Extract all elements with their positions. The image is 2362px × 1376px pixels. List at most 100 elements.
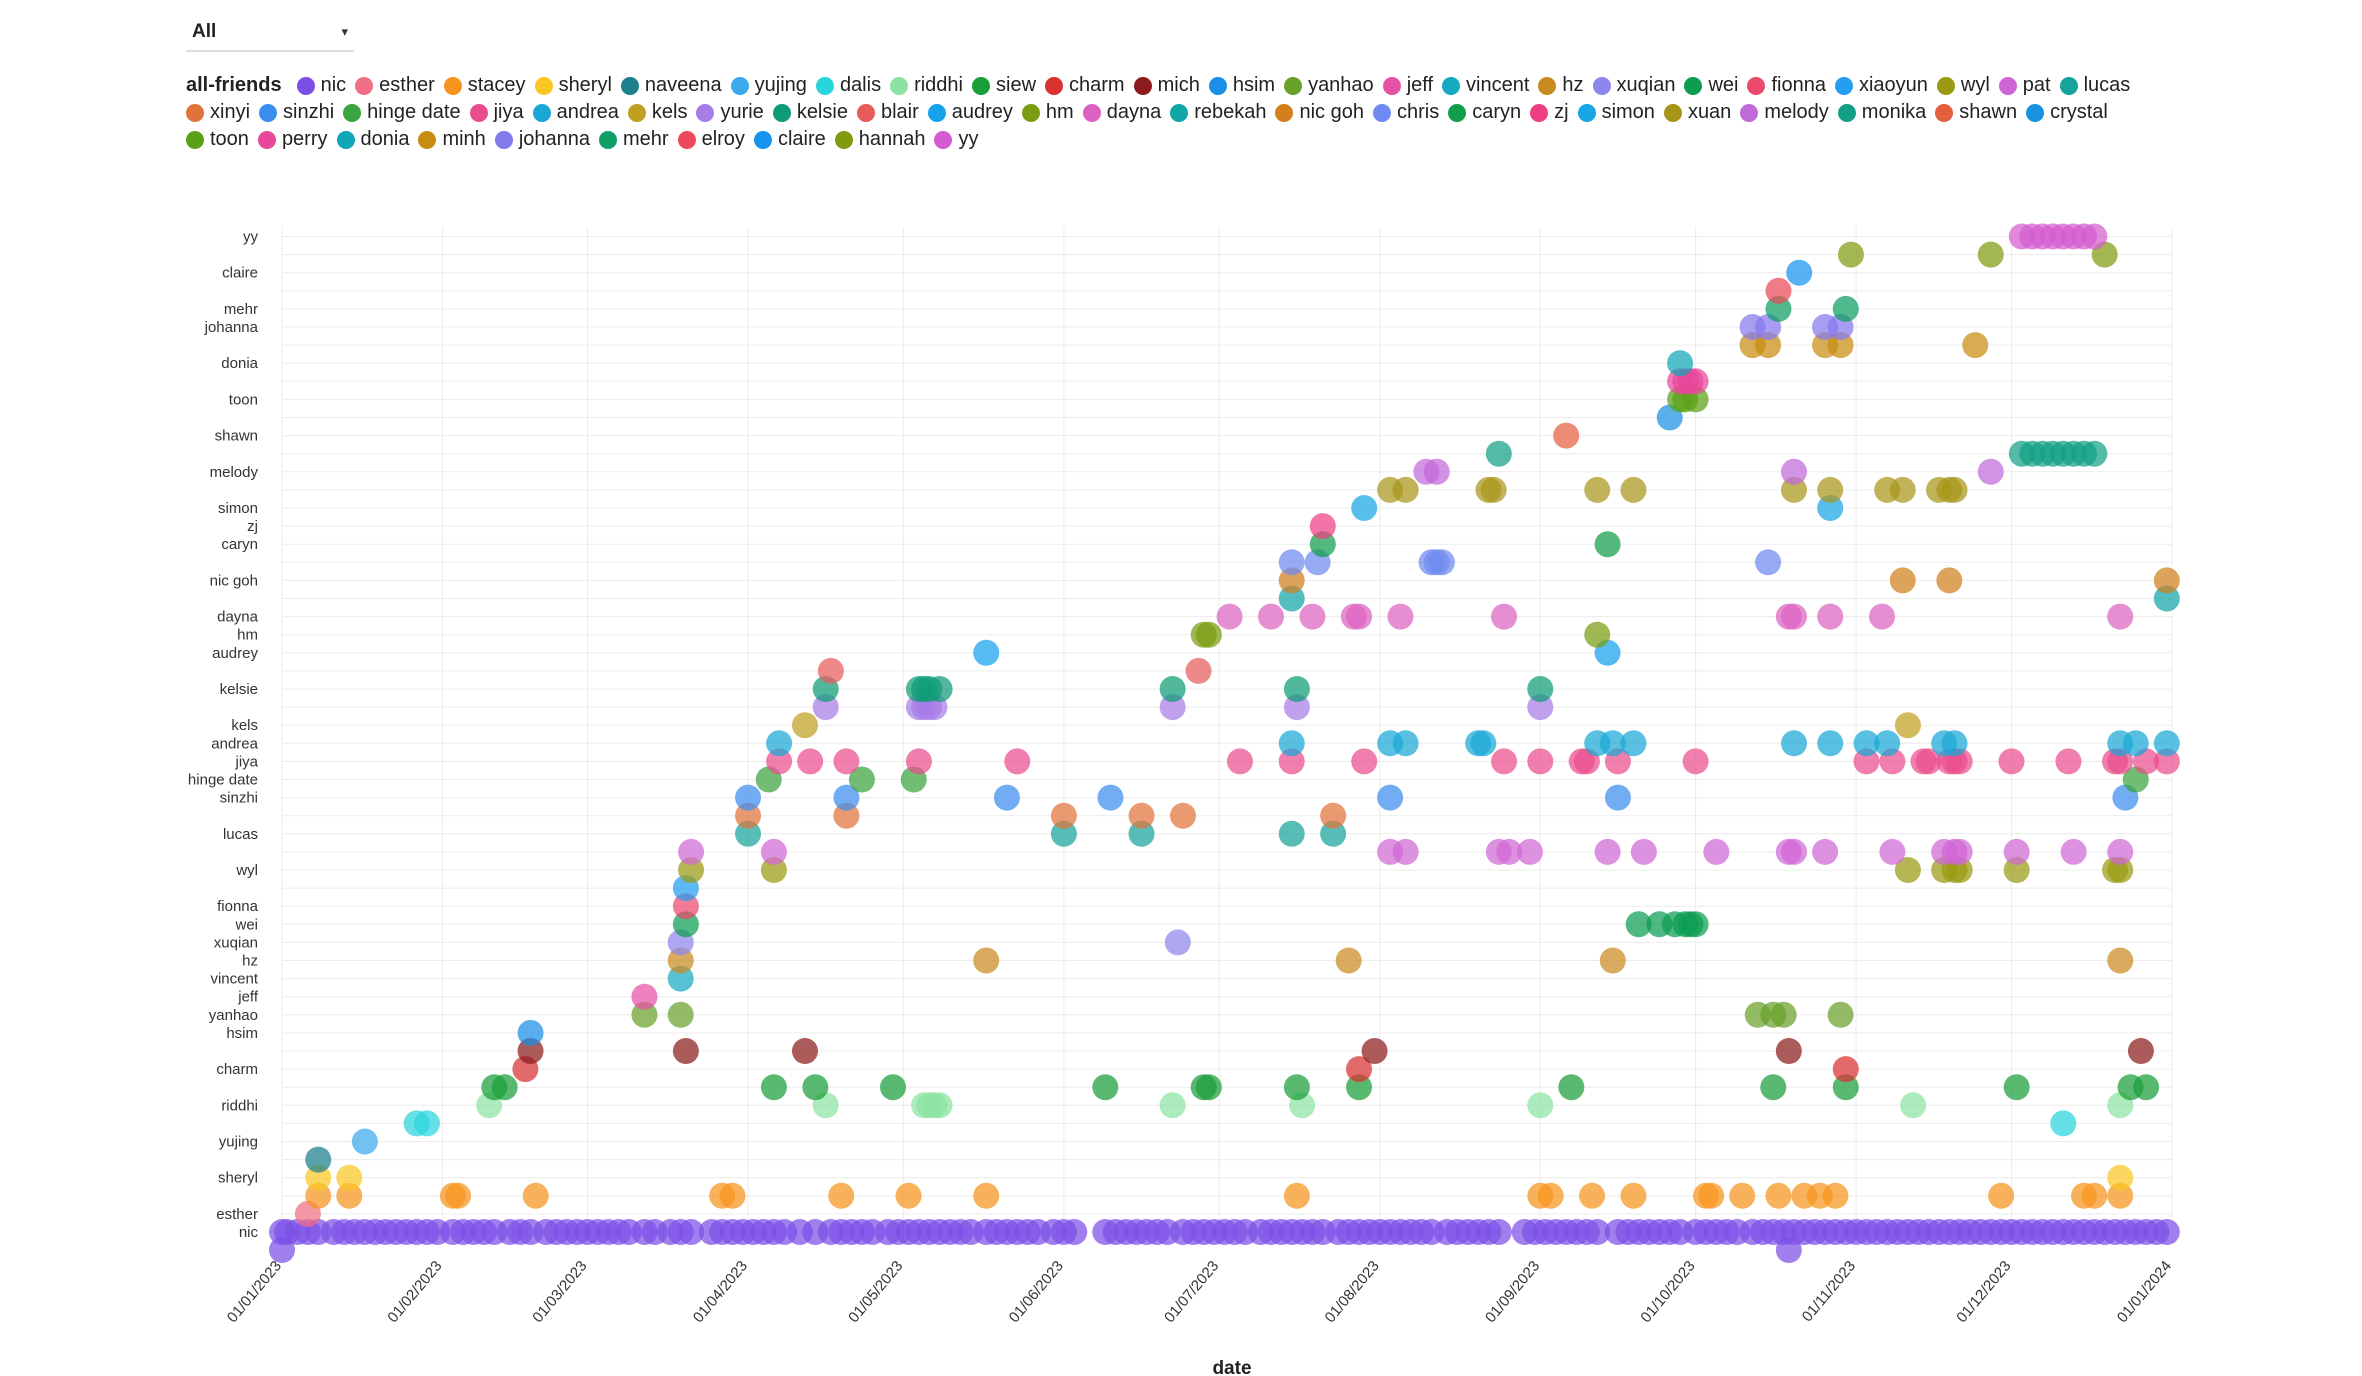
- legend-item[interactable]: hm: [1021, 101, 1074, 124]
- data-point: [1832, 1056, 1859, 1083]
- data-point: [1817, 495, 1844, 521]
- legend-item[interactable]: caryn: [1448, 101, 1521, 124]
- data-point: [2081, 1182, 2108, 1209]
- legend-item[interactable]: claire: [753, 128, 826, 151]
- legend-item[interactable]: fionna: [1747, 74, 1826, 97]
- legend-item[interactable]: perry: [257, 128, 328, 151]
- legend-item[interactable]: naveena: [620, 74, 722, 97]
- legend-item[interactable]: nic goh: [1275, 101, 1364, 124]
- legend-item[interactable]: crystal: [2026, 101, 2108, 124]
- legend-swatch: [972, 76, 990, 95]
- data-point: [735, 784, 762, 811]
- data-point: [1278, 585, 1305, 612]
- legend-swatch: [1530, 103, 1549, 122]
- legend-item[interactable]: riddhi: [890, 74, 963, 97]
- data-point: [2153, 730, 2180, 757]
- y-tick-label: simon: [218, 500, 258, 517]
- data-point: [1900, 1092, 1927, 1119]
- legend-swatch: [1275, 103, 1294, 122]
- legend-label: stacey: [467, 74, 526, 96]
- legend-item[interactable]: simon: [1577, 101, 1655, 124]
- legend-item[interactable]: melody: [1740, 101, 1829, 124]
- legend-item[interactable]: andrea: [532, 101, 619, 124]
- data-point: [445, 1182, 472, 1209]
- legend-label: xuan: [1687, 101, 1732, 123]
- data-point: [1195, 621, 1222, 648]
- legend-item[interactable]: xinyi: [186, 101, 250, 124]
- legend-item[interactable]: dalis: [815, 74, 881, 97]
- x-tick-label: 01/08/2023: [1322, 1258, 1383, 1326]
- data-point: [678, 1219, 705, 1245]
- legend-item[interactable]: toon: [186, 128, 249, 151]
- legend-item[interactable]: dayna: [1082, 101, 1161, 124]
- data-point: [1832, 1074, 1859, 1101]
- legend-item[interactable]: hz: [1538, 74, 1584, 97]
- legend-label: kels: [651, 101, 688, 123]
- legend-item[interactable]: mich: [1133, 74, 1200, 97]
- legend-item[interactable]: esther: [355, 74, 435, 97]
- legend-label: hsim: [1232, 74, 1276, 96]
- legend-label: xuqian: [1616, 74, 1676, 96]
- legend-item[interactable]: rebekah: [1170, 101, 1266, 124]
- legend-item[interactable]: hsim: [1208, 74, 1276, 97]
- legend-item[interactable]: chris: [1372, 101, 1439, 124]
- legend-item[interactable]: jeff: [1382, 74, 1433, 97]
- legend-item[interactable]: xuqian: [1592, 74, 1676, 97]
- legend-item[interactable]: pat: [1998, 74, 2051, 97]
- legend-item[interactable]: xiaoyun: [1834, 74, 1928, 97]
- legend-item[interactable]: hinge date: [343, 101, 461, 124]
- legend-item[interactable]: xuan: [1663, 101, 1732, 124]
- data-point: [1775, 1237, 1802, 1263]
- data-point: [1977, 241, 2004, 268]
- data-point: [880, 1074, 907, 1101]
- legend-item[interactable]: audrey: [927, 101, 1013, 124]
- legend-label: nic goh: [1299, 101, 1364, 123]
- data-point: [1553, 422, 1580, 449]
- legend-item[interactable]: johanna: [494, 128, 590, 151]
- legend-item[interactable]: lucas: [2059, 74, 2130, 97]
- legend-item[interactable]: kels: [627, 101, 688, 124]
- legend-item[interactable]: vincent: [1442, 74, 1529, 97]
- data-point: [1527, 1092, 1554, 1119]
- legend-item[interactable]: blair: [856, 101, 919, 124]
- data-point: [1185, 657, 1212, 684]
- legend-item[interactable]: siew: [972, 74, 1036, 97]
- x-tick-label: 01/09/2023: [1482, 1258, 1543, 1326]
- legend-item[interactable]: stacey: [443, 74, 526, 97]
- legend-item[interactable]: hannah: [834, 128, 925, 151]
- y-tick-label: melody: [210, 464, 259, 481]
- legend-swatch: [772, 103, 791, 122]
- data-point: [305, 1164, 332, 1191]
- legend-item[interactable]: wyl: [1936, 74, 1990, 97]
- legend-item[interactable]: elroy: [677, 128, 745, 151]
- data-point: [1827, 332, 1854, 359]
- legend-item[interactable]: zj: [1530, 101, 1569, 124]
- legend-item[interactable]: wei: [1684, 74, 1738, 97]
- data-point: [1278, 567, 1305, 594]
- legend-item[interactable]: charm: [1045, 74, 1125, 97]
- friend-filter-dropdown[interactable]: All ▾: [186, 14, 354, 52]
- data-point: [1351, 748, 1378, 775]
- legend-item[interactable]: donia: [336, 128, 409, 151]
- legend-swatch: [1538, 76, 1557, 95]
- legend-item[interactable]: shawn: [1935, 101, 2017, 124]
- legend-item[interactable]: nic: [296, 74, 346, 97]
- data-point: [1879, 838, 1906, 865]
- legend-item[interactable]: yujing: [730, 74, 807, 97]
- legend-item[interactable]: yy: [934, 128, 978, 151]
- legend-item[interactable]: sinzhi: [259, 101, 334, 124]
- legend-item[interactable]: sheryl: [534, 74, 612, 97]
- data-point: [1765, 1182, 1792, 1209]
- legend-item[interactable]: monika: [1837, 101, 1926, 124]
- legend-item[interactable]: yurie: [696, 101, 764, 124]
- data-point: [1527, 694, 1554, 721]
- legend-item[interactable]: kelsie: [772, 101, 848, 124]
- data-point: [1760, 1074, 1787, 1101]
- legend-item[interactable]: mehr: [599, 128, 669, 151]
- legend-label: melody: [1764, 101, 1829, 123]
- legend-item[interactable]: jiya: [469, 101, 524, 124]
- legend-item[interactable]: yanhao: [1284, 74, 1374, 97]
- y-tick-label: mehr: [224, 301, 258, 318]
- legend-item[interactable]: minh: [418, 128, 486, 151]
- data-point: [672, 893, 699, 920]
